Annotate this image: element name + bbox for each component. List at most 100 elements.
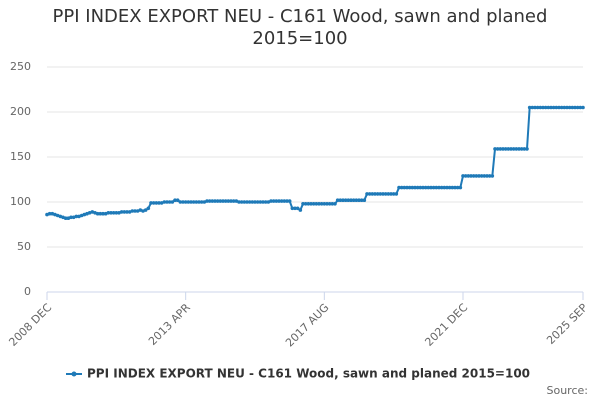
point [543, 105, 548, 110]
point [469, 174, 473, 178]
point [317, 202, 321, 206]
point [231, 199, 236, 203]
y-tick-label: 200 [10, 105, 31, 118]
point [221, 199, 225, 203]
point [325, 202, 329, 206]
x-tick-label: 2017 AUG [283, 301, 332, 350]
point [189, 200, 193, 204]
point [226, 199, 231, 203]
point [194, 200, 199, 204]
point [413, 185, 417, 190]
point [490, 174, 495, 178]
point [279, 199, 284, 203]
point [269, 199, 273, 203]
point [453, 185, 457, 190]
point [285, 199, 289, 203]
y-tick-label: 150 [10, 150, 31, 163]
point [261, 200, 265, 204]
point [474, 174, 479, 178]
point [287, 199, 292, 203]
point [581, 105, 585, 110]
point [381, 192, 385, 196]
point [541, 105, 545, 110]
point [197, 200, 201, 204]
point [309, 202, 313, 206]
point [439, 185, 444, 190]
point [274, 199, 279, 203]
point [501, 147, 505, 151]
point [562, 105, 567, 110]
point [215, 199, 220, 203]
point [546, 105, 551, 110]
point [578, 105, 583, 110]
point [479, 174, 484, 178]
point [514, 147, 519, 151]
point [402, 185, 407, 190]
point [367, 192, 372, 196]
point [343, 198, 348, 202]
point [346, 198, 351, 202]
point [527, 105, 532, 110]
point [178, 200, 183, 204]
point [431, 185, 436, 190]
point [263, 200, 268, 204]
point [173, 198, 177, 202]
legend-marker [71, 371, 77, 377]
point [109, 211, 113, 215]
point [162, 200, 167, 204]
point [295, 206, 300, 211]
point [253, 200, 257, 204]
x-tick-label: 2025 SEP [544, 301, 590, 347]
point [567, 105, 572, 110]
point [359, 198, 364, 202]
point [314, 202, 319, 206]
point [559, 105, 564, 110]
point [122, 210, 127, 214]
point [258, 200, 263, 204]
point [461, 174, 465, 178]
point [447, 185, 452, 190]
point [47, 211, 52, 216]
point [250, 200, 255, 204]
point [175, 198, 180, 202]
point [503, 147, 508, 151]
point [535, 105, 540, 110]
point [338, 198, 343, 202]
point [495, 147, 500, 151]
point [210, 199, 215, 203]
point [111, 211, 116, 215]
chart-title: PPI INDEX EXPORT NEU - C161 Wood, sawn a… [52, 6, 548, 49]
point [303, 202, 308, 206]
point [378, 192, 383, 196]
point [565, 105, 569, 110]
point [530, 105, 535, 110]
point [471, 174, 476, 178]
point [311, 202, 316, 206]
point [386, 192, 391, 196]
point [143, 208, 148, 212]
point [125, 210, 129, 214]
point [557, 105, 561, 110]
point [146, 206, 151, 211]
point [493, 147, 497, 151]
point [327, 202, 332, 206]
point [549, 105, 553, 110]
point [282, 199, 287, 203]
point [213, 199, 217, 203]
point [463, 174, 468, 178]
point [415, 185, 420, 190]
point [199, 200, 204, 204]
point [205, 199, 209, 203]
point [519, 147, 524, 151]
point [341, 198, 345, 202]
point [63, 216, 68, 220]
point [410, 185, 415, 190]
point [487, 174, 492, 178]
point [149, 201, 153, 205]
point [445, 185, 449, 190]
point [191, 200, 196, 204]
point [271, 199, 276, 203]
point [455, 185, 460, 190]
